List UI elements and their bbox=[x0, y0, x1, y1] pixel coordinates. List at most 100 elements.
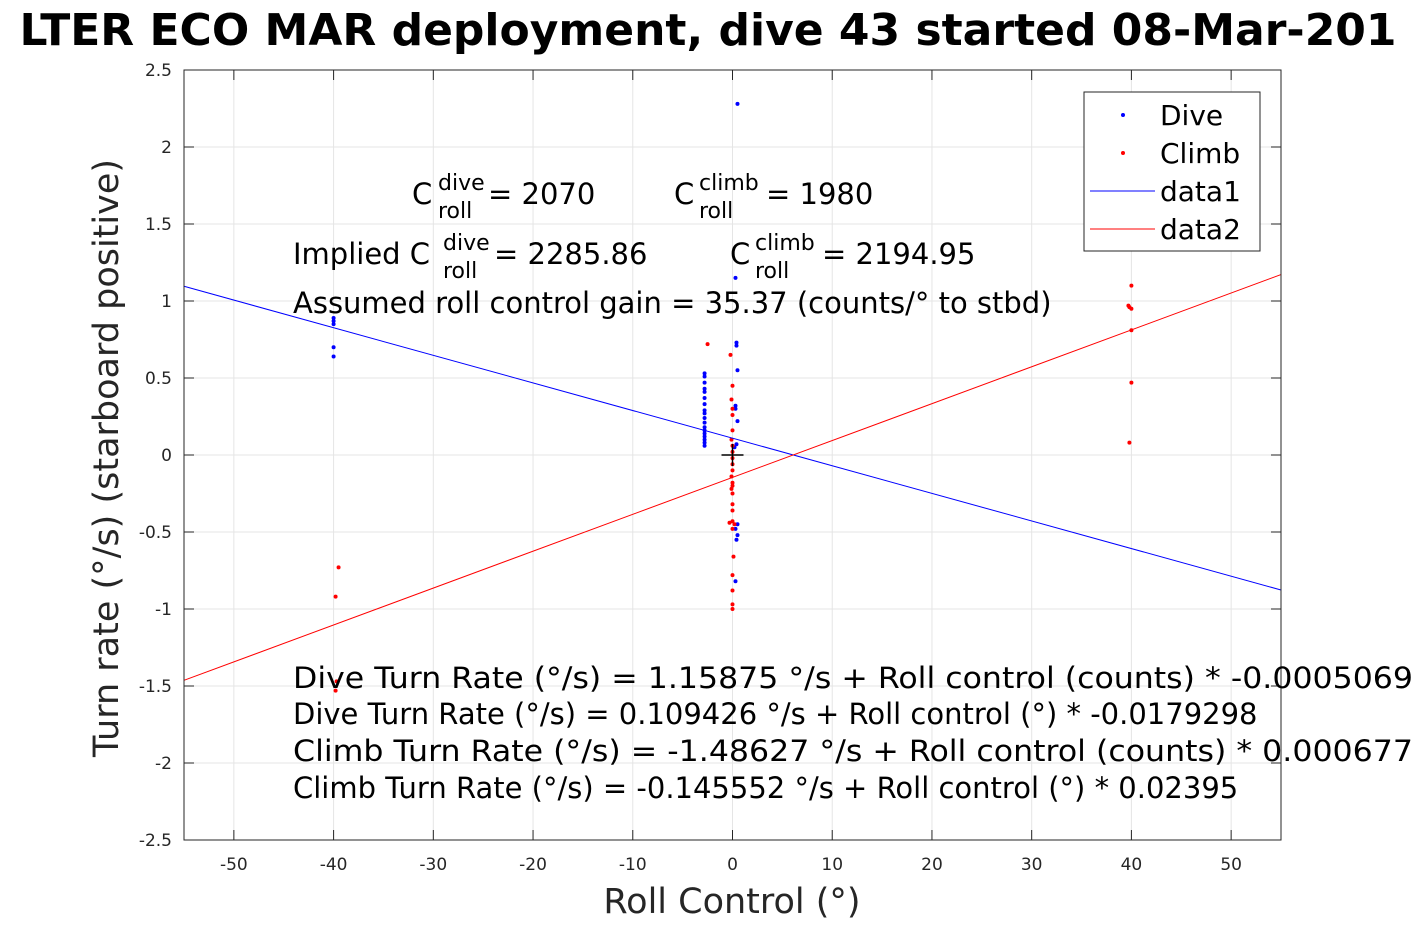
y-tick-label: 1.5 bbox=[145, 215, 172, 235]
point-climb bbox=[729, 397, 734, 402]
y-tick-label: 2.5 bbox=[145, 61, 172, 81]
implied-dive-subscript: roll bbox=[443, 259, 477, 284]
fit-equations: Dive Turn Rate (°/s) = 1.15875 °/s + Rol… bbox=[293, 661, 1413, 805]
point-climb bbox=[336, 565, 341, 570]
x-tick-label: -30 bbox=[419, 855, 447, 875]
point-dive bbox=[331, 315, 336, 320]
y-tick-label: -0.5 bbox=[139, 523, 172, 543]
legend-data1-label: data1 bbox=[1160, 175, 1241, 208]
point-dive bbox=[331, 322, 336, 327]
x-tick-label: 50 bbox=[1220, 855, 1242, 875]
point-dive bbox=[735, 533, 740, 538]
point-climb bbox=[730, 412, 735, 417]
point-climb bbox=[729, 486, 734, 491]
legend: Dive Climb data1 data2 bbox=[1083, 91, 1261, 252]
implied-dive-superscript: dive bbox=[443, 231, 490, 256]
legend-climb-marker bbox=[1121, 151, 1125, 155]
implied-c-climb-annotation: C climb roll = 2194.95 bbox=[730, 231, 975, 284]
point-dive bbox=[735, 101, 740, 106]
point-climb bbox=[730, 406, 735, 411]
point-dive bbox=[702, 431, 707, 436]
point-dive bbox=[734, 442, 739, 447]
implied-climb-symbol: C bbox=[730, 237, 750, 271]
implied-c-dive-annotation: Implied C dive roll = 2285.86 bbox=[293, 231, 647, 284]
point-climb bbox=[1127, 305, 1132, 310]
point-climb bbox=[730, 502, 735, 507]
point-climb bbox=[730, 483, 735, 488]
x-tick-label: 40 bbox=[1121, 855, 1143, 875]
point-dive bbox=[702, 434, 707, 439]
point-dive bbox=[733, 406, 738, 411]
fit-line-climb-counts: Climb Turn Rate (°/s) = -1.48627 °/s + R… bbox=[293, 734, 1413, 768]
gain-annotation: Assumed roll control gain = 35.37 (count… bbox=[293, 286, 1052, 320]
point-dive bbox=[734, 343, 739, 348]
point-climb bbox=[730, 383, 735, 388]
point-climb bbox=[730, 588, 735, 593]
point-climb bbox=[728, 352, 733, 357]
point-climb bbox=[730, 480, 735, 485]
point-climb bbox=[333, 688, 338, 693]
implied-climb-subscript: roll bbox=[755, 259, 789, 284]
point-climb bbox=[1129, 283, 1134, 288]
x-tick-label: 10 bbox=[821, 855, 843, 875]
y-tick-label: 1 bbox=[161, 292, 172, 312]
point-climb bbox=[727, 520, 732, 525]
point-climb bbox=[333, 594, 338, 599]
point-dive bbox=[702, 425, 707, 430]
plot-frame bbox=[183, 69, 1282, 841]
point-climb bbox=[705, 342, 710, 347]
x-tick-label: -40 bbox=[320, 855, 348, 875]
point-dive bbox=[702, 443, 707, 448]
point-climb bbox=[730, 573, 735, 578]
fit-line-dive-counts: Dive Turn Rate (°/s) = 1.15875 °/s + Rol… bbox=[293, 661, 1413, 695]
x-axis-label: Roll Control (°) bbox=[603, 882, 860, 922]
point-dive bbox=[702, 437, 707, 442]
implied-prefix: Implied C bbox=[293, 237, 430, 271]
implied-climb-value: = 2194.95 bbox=[822, 237, 975, 271]
point-dive bbox=[702, 416, 707, 421]
point-dive bbox=[702, 420, 707, 425]
series-line-data2 bbox=[183, 274, 1282, 681]
x-tick-label: 20 bbox=[921, 855, 943, 875]
point-dive bbox=[702, 389, 707, 394]
fit-line-dive-degrees: Dive Turn Rate (°/s) = 0.109426 °/s + Ro… bbox=[293, 697, 1258, 731]
point-dive bbox=[734, 537, 739, 542]
series bbox=[183, 101, 1282, 693]
y-tick-label: 0 bbox=[161, 446, 172, 466]
implied-dive-value: = 2285.86 bbox=[494, 237, 647, 271]
series-line-data1 bbox=[183, 285, 1282, 591]
legend-dive-label: Dive bbox=[1160, 99, 1223, 132]
y-tick-label: -2 bbox=[155, 754, 172, 774]
point-dive bbox=[735, 368, 740, 373]
point-dive bbox=[702, 380, 707, 385]
point-climb bbox=[730, 607, 735, 611]
legend-data2-label: data2 bbox=[1160, 213, 1241, 246]
x-tick-label: -10 bbox=[619, 855, 647, 875]
point-dive bbox=[735, 419, 740, 424]
fit-line-climb-degrees: Climb Turn Rate (°/s) = -0.145552 °/s + … bbox=[293, 771, 1238, 805]
c-roll-dive-annotation: C dive roll = 2070 bbox=[412, 171, 595, 224]
point-climb bbox=[730, 468, 735, 473]
legend-climb-label: Climb bbox=[1160, 137, 1240, 170]
point-dive bbox=[702, 386, 707, 391]
point-dive bbox=[734, 340, 739, 345]
point-dive bbox=[735, 522, 740, 527]
x-tick-label: -50 bbox=[220, 855, 248, 875]
point-dive bbox=[733, 579, 738, 584]
c-climb-symbol: C bbox=[674, 177, 694, 211]
point-climb bbox=[730, 519, 735, 524]
point-climb bbox=[731, 554, 736, 559]
point-dive bbox=[702, 402, 707, 407]
c-dive-subscript: roll bbox=[438, 199, 472, 224]
point-dive bbox=[702, 411, 707, 416]
c-dive-superscript: dive bbox=[438, 171, 485, 196]
legend-box bbox=[1083, 91, 1261, 252]
point-climb bbox=[334, 679, 339, 684]
c-dive-symbol: C bbox=[412, 177, 432, 211]
point-dive bbox=[733, 403, 738, 408]
c-climb-superscript: climb bbox=[699, 171, 759, 196]
point-dive bbox=[331, 354, 336, 359]
ticks: -50 -40 -30 -20 -10 0 10 20 30 40 50 2.5 2 1.5 1 0.5 0 -0… bbox=[139, 61, 1281, 875]
y-axis-label: Turn rate (°/s) (starboard positive) bbox=[87, 159, 127, 758]
